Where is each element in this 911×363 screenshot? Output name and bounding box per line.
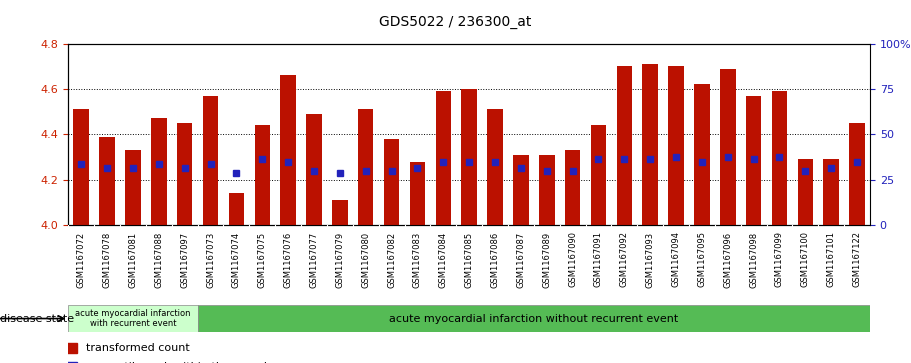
Text: GSM1167087: GSM1167087 bbox=[517, 232, 526, 288]
Bar bbox=[203, 96, 219, 225]
Text: GSM1167096: GSM1167096 bbox=[723, 232, 732, 287]
Bar bbox=[565, 150, 580, 225]
Bar bbox=[435, 91, 451, 225]
Text: GSM1167090: GSM1167090 bbox=[568, 232, 577, 287]
Bar bbox=[513, 155, 528, 225]
Bar bbox=[824, 159, 839, 225]
Bar bbox=[590, 125, 606, 225]
Bar bbox=[487, 109, 503, 225]
Bar bbox=[384, 139, 399, 225]
Bar bbox=[306, 114, 322, 225]
Text: GSM1167091: GSM1167091 bbox=[594, 232, 603, 287]
Text: GSM1167094: GSM1167094 bbox=[671, 232, 681, 287]
Text: acute myocardial infarction
with recurrent event: acute myocardial infarction with recurre… bbox=[76, 309, 190, 328]
Text: GSM1167078: GSM1167078 bbox=[103, 232, 112, 288]
Text: GSM1167085: GSM1167085 bbox=[465, 232, 474, 287]
Bar bbox=[669, 66, 684, 225]
Bar bbox=[461, 89, 477, 225]
Bar bbox=[281, 75, 296, 225]
Bar bbox=[177, 123, 192, 225]
Text: GSM1167089: GSM1167089 bbox=[542, 232, 551, 287]
Bar bbox=[849, 123, 865, 225]
Bar bbox=[798, 159, 814, 225]
Text: GSM1167082: GSM1167082 bbox=[387, 232, 396, 287]
Bar bbox=[229, 193, 244, 225]
Text: GSM1167092: GSM1167092 bbox=[619, 232, 629, 287]
Bar bbox=[772, 91, 787, 225]
Text: GSM1167084: GSM1167084 bbox=[439, 232, 448, 287]
Text: GSM1167088: GSM1167088 bbox=[154, 232, 163, 288]
Text: GSM1167077: GSM1167077 bbox=[310, 232, 319, 288]
Text: GSM1167076: GSM1167076 bbox=[283, 232, 292, 288]
Text: GSM1167122: GSM1167122 bbox=[853, 232, 862, 287]
Text: GSM1167086: GSM1167086 bbox=[490, 232, 499, 288]
Bar bbox=[720, 69, 735, 225]
Bar bbox=[125, 150, 140, 225]
Text: GSM1167083: GSM1167083 bbox=[413, 232, 422, 288]
Text: GSM1167073: GSM1167073 bbox=[206, 232, 215, 288]
Bar bbox=[254, 125, 270, 225]
Text: GSM1167099: GSM1167099 bbox=[775, 232, 784, 287]
Text: percentile rank within the sample: percentile rank within the sample bbox=[86, 362, 274, 363]
Bar bbox=[358, 109, 374, 225]
Text: GSM1167095: GSM1167095 bbox=[698, 232, 706, 287]
Text: GSM1167079: GSM1167079 bbox=[335, 232, 344, 287]
Bar bbox=[746, 96, 762, 225]
Text: GSM1167100: GSM1167100 bbox=[801, 232, 810, 287]
Text: GSM1167081: GSM1167081 bbox=[128, 232, 138, 287]
Text: GSM1167098: GSM1167098 bbox=[749, 232, 758, 287]
Bar bbox=[74, 109, 89, 225]
Text: transformed count: transformed count bbox=[86, 343, 189, 354]
Text: GSM1167093: GSM1167093 bbox=[646, 232, 655, 287]
Bar bbox=[68, 305, 198, 332]
Text: acute myocardial infarction without recurrent event: acute myocardial infarction without recu… bbox=[389, 314, 679, 323]
Text: GSM1167080: GSM1167080 bbox=[362, 232, 370, 287]
Text: GSM1167101: GSM1167101 bbox=[826, 232, 835, 287]
Bar bbox=[642, 64, 658, 225]
Text: GSM1167072: GSM1167072 bbox=[77, 232, 86, 287]
Text: GDS5022 / 236300_at: GDS5022 / 236300_at bbox=[379, 15, 532, 29]
Bar bbox=[99, 136, 115, 225]
Bar bbox=[151, 118, 167, 225]
Bar bbox=[198, 305, 870, 332]
Bar bbox=[694, 85, 710, 225]
Bar bbox=[617, 66, 632, 225]
Text: GSM1167074: GSM1167074 bbox=[232, 232, 241, 287]
Text: disease state: disease state bbox=[0, 314, 74, 323]
Bar bbox=[333, 200, 348, 225]
Text: GSM1167097: GSM1167097 bbox=[180, 232, 189, 287]
Text: GSM1167075: GSM1167075 bbox=[258, 232, 267, 287]
Bar bbox=[410, 162, 425, 225]
Bar bbox=[539, 155, 555, 225]
